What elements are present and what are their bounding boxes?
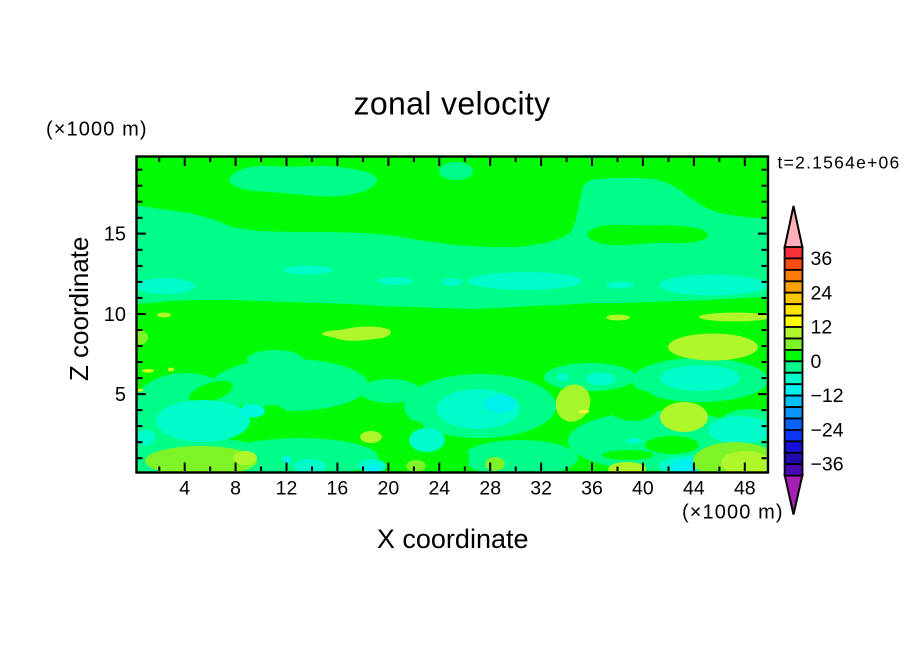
svg-text:36: 36 bbox=[581, 477, 603, 499]
svg-text:5: 5 bbox=[115, 384, 126, 406]
svg-text:24: 24 bbox=[811, 282, 833, 304]
svg-text:16: 16 bbox=[327, 477, 349, 499]
svg-text:X coordinate: X coordinate bbox=[377, 524, 529, 554]
svg-text:−12: −12 bbox=[811, 385, 844, 407]
svg-text:0: 0 bbox=[811, 351, 822, 373]
svg-text:12: 12 bbox=[811, 317, 833, 339]
svg-text:4: 4 bbox=[179, 477, 190, 499]
svg-text:28: 28 bbox=[479, 477, 501, 499]
svg-text:10: 10 bbox=[104, 304, 126, 326]
svg-text:−36: −36 bbox=[811, 454, 844, 476]
svg-text:32: 32 bbox=[530, 477, 552, 499]
svg-text:15: 15 bbox=[104, 224, 126, 246]
svg-text:48: 48 bbox=[734, 477, 756, 499]
svg-text:t=2.1564e+06: t=2.1564e+06 bbox=[778, 153, 901, 173]
svg-text:12: 12 bbox=[276, 477, 298, 499]
svg-text:44: 44 bbox=[683, 477, 705, 499]
svg-text:36: 36 bbox=[811, 248, 833, 270]
svg-text:−24: −24 bbox=[811, 419, 844, 441]
svg-text:zonal velocity: zonal velocity bbox=[354, 86, 551, 122]
svg-text:(×1000 m): (×1000 m) bbox=[682, 502, 784, 524]
svg-text:24: 24 bbox=[428, 477, 450, 499]
svg-text:8: 8 bbox=[230, 477, 241, 499]
svg-text:Z coordinate: Z coordinate bbox=[64, 237, 94, 382]
svg-text:20: 20 bbox=[378, 477, 400, 499]
svg-text:40: 40 bbox=[632, 477, 654, 499]
svg-text:(×1000 m): (×1000 m) bbox=[46, 118, 148, 140]
